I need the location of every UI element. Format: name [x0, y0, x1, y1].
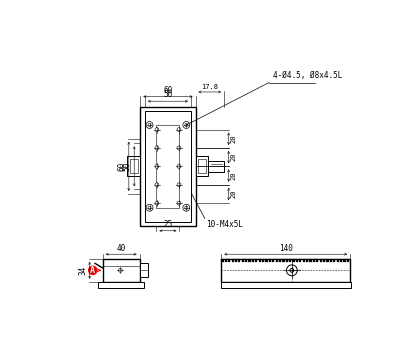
Bar [130, 159, 138, 173]
Bar [330, 259, 332, 262]
Bar [232, 259, 234, 262]
Bar [252, 259, 254, 262]
Bar [343, 259, 346, 262]
Circle shape [183, 204, 190, 211]
Bar [259, 259, 261, 262]
Bar [340, 259, 342, 262]
Bar [333, 259, 335, 262]
Bar [140, 263, 147, 277]
Bar [306, 259, 308, 262]
Bar [196, 156, 208, 176]
Bar [238, 259, 241, 262]
Bar [198, 159, 206, 173]
Bar [98, 282, 144, 288]
Circle shape [119, 268, 122, 272]
Circle shape [185, 124, 188, 127]
Circle shape [287, 265, 297, 276]
Circle shape [155, 128, 159, 132]
Text: 10-M4x5L: 10-M4x5L [206, 220, 243, 229]
Text: 25: 25 [163, 220, 173, 229]
Bar [296, 259, 298, 262]
Circle shape [177, 128, 181, 132]
Circle shape [155, 146, 159, 150]
Circle shape [290, 268, 294, 272]
Text: 20: 20 [230, 171, 237, 180]
Bar [282, 259, 285, 262]
Bar [286, 259, 288, 262]
Bar [289, 259, 291, 262]
Circle shape [148, 206, 151, 209]
Text: 34: 34 [78, 266, 88, 275]
Circle shape [155, 183, 159, 187]
Bar [156, 125, 179, 208]
Bar [326, 259, 328, 262]
Bar [279, 259, 281, 262]
Bar [265, 259, 268, 262]
Text: 17.8: 17.8 [201, 85, 218, 90]
Bar [299, 259, 301, 262]
Text: 20: 20 [230, 153, 237, 161]
Circle shape [183, 121, 190, 128]
Bar [272, 259, 274, 262]
Bar [127, 156, 140, 176]
Circle shape [155, 165, 159, 168]
Circle shape [155, 201, 159, 205]
Text: 40: 40 [116, 244, 126, 253]
Bar [220, 282, 351, 288]
Bar [309, 259, 312, 262]
Circle shape [146, 121, 153, 128]
Text: 20: 20 [230, 190, 237, 198]
Circle shape [177, 201, 181, 205]
Text: 140: 140 [279, 244, 292, 253]
Bar [292, 259, 295, 262]
Bar [347, 259, 349, 262]
Bar [320, 259, 322, 262]
Bar [276, 259, 278, 262]
Bar [225, 259, 227, 262]
Bar [221, 259, 350, 282]
Bar [269, 259, 271, 262]
Bar [336, 259, 339, 262]
Text: 50: 50 [163, 90, 173, 99]
Text: 60: 60 [117, 162, 127, 171]
Bar [303, 259, 305, 262]
Bar [248, 259, 251, 262]
Circle shape [148, 124, 151, 127]
Bar [245, 259, 247, 262]
Bar [323, 259, 325, 262]
Bar [103, 259, 140, 282]
Text: 20: 20 [230, 135, 237, 143]
Bar [242, 259, 244, 262]
Bar [255, 259, 257, 262]
Bar [235, 259, 237, 262]
Bar [221, 259, 224, 262]
Circle shape [185, 206, 188, 209]
Bar [145, 111, 191, 222]
Text: 4-Ø4.5, Ø8x4.5L: 4-Ø4.5, Ø8x4.5L [273, 71, 342, 80]
Bar [140, 106, 196, 226]
Bar [316, 259, 318, 262]
Bar [313, 259, 315, 262]
Bar [262, 259, 264, 262]
Circle shape [88, 266, 97, 275]
Bar [208, 161, 224, 172]
Circle shape [146, 204, 153, 211]
Bar [228, 259, 230, 262]
Text: 50: 50 [123, 162, 132, 171]
Circle shape [177, 183, 181, 187]
Text: 60: 60 [163, 86, 173, 95]
Text: A: A [90, 266, 95, 275]
Circle shape [177, 146, 181, 150]
Circle shape [177, 165, 181, 168]
